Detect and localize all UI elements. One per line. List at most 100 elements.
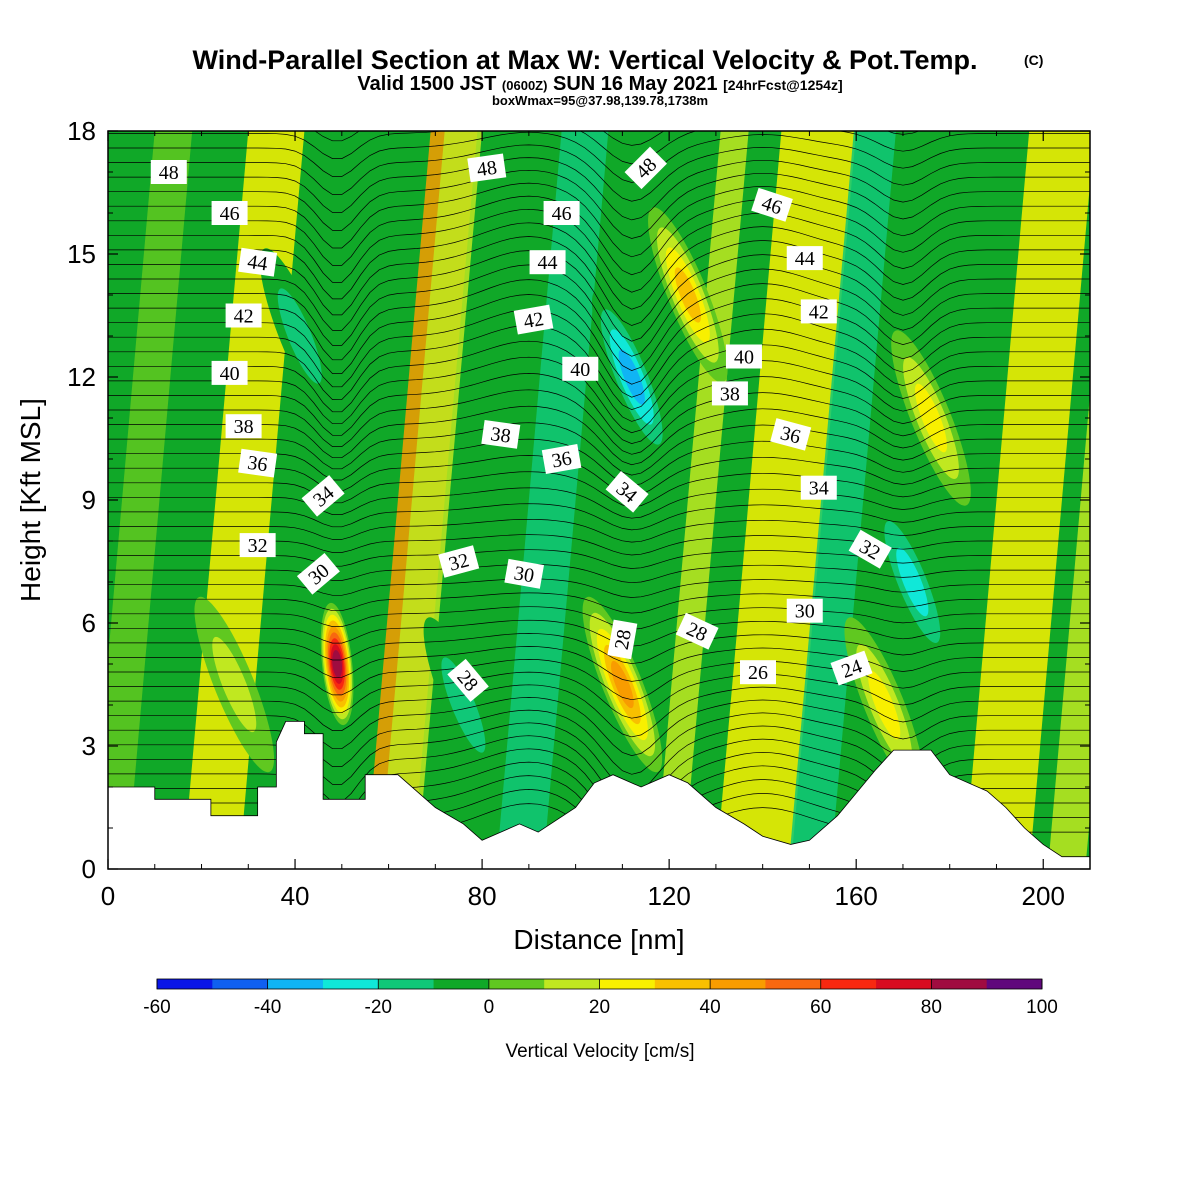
- isentrope-label-text: 44: [795, 248, 815, 270]
- isentrope-line: [108, 222, 1090, 310]
- colorbar-swatch: [876, 979, 932, 989]
- colorbar-swatch: [820, 979, 877, 989]
- velocity-band: [655, 131, 749, 869]
- velocity-band: [788, 131, 896, 869]
- isentrope-label: 36: [238, 448, 278, 478]
- y-tick-label: 12: [67, 362, 96, 392]
- downdraft-core: [872, 494, 953, 670]
- isentrope-label: 34: [800, 475, 837, 500]
- isentrope-label: 24: [830, 650, 873, 686]
- colorbar-swatch: [544, 979, 600, 989]
- colorbar-swatch: [765, 979, 822, 989]
- x-tick-label: 200: [1022, 881, 1065, 911]
- isentrope-line: [108, 422, 1090, 476]
- isentrope-label-text: 30: [795, 601, 815, 623]
- updraft-core: [320, 602, 354, 726]
- isentrope-label: 44: [238, 247, 278, 277]
- x-tick-label: 40: [281, 881, 310, 911]
- isentrope-line: [108, 195, 1090, 276]
- terrain: [108, 721, 1090, 869]
- isentrope-label: 34: [605, 471, 649, 513]
- colorbar-swatch: [986, 979, 1043, 989]
- colorbar-swatch: [212, 979, 269, 989]
- isentrope-label-text: 48: [159, 162, 179, 184]
- isentrope-label: 28: [607, 619, 638, 660]
- isentrope-line: [108, 309, 1090, 398]
- isentrope-label: 42: [513, 304, 554, 335]
- isentrope-line: [108, 646, 1090, 682]
- colorbar-swatch: [157, 979, 213, 989]
- velocity-band: [379, 131, 483, 869]
- colorbar-swatch: [378, 979, 435, 989]
- isentrope-label: 36: [770, 418, 812, 451]
- isentrope-line: [108, 619, 1090, 647]
- updraft-core: [891, 330, 971, 506]
- x-tick-label: 160: [834, 881, 877, 911]
- y-tick-label: 15: [67, 239, 96, 269]
- y-tick-label: 0: [82, 854, 96, 884]
- velocity-band: [963, 131, 1090, 869]
- updraft-core: [194, 596, 275, 773]
- velocity-band: [1047, 394, 1090, 869]
- colorbar-tick-label: 100: [1026, 997, 1058, 1018]
- isentrope-line: [108, 356, 1090, 434]
- colorbar-tick-label: -20: [365, 997, 392, 1018]
- isentrope-label: 30: [504, 558, 544, 589]
- copyright-mark: (C): [1024, 52, 1043, 68]
- isentrope-label: 38: [481, 420, 521, 449]
- chart-title: Wind-Parallel Section at Max W: Vertical…: [193, 45, 978, 75]
- valid-date: SUN 16 May 2021: [553, 73, 718, 95]
- isentrope-label: 46: [543, 201, 580, 225]
- isentrope-label-text: 38: [234, 416, 254, 438]
- isentrope-line: [108, 182, 1090, 258]
- isentrope-line: [108, 208, 1090, 293]
- y-tick-label: 6: [82, 608, 96, 638]
- isentrope-label: 40: [211, 360, 248, 385]
- isentrope-line: [108, 157, 1090, 221]
- downdraft-core: [423, 617, 504, 793]
- isentrope-label: 42: [800, 299, 837, 324]
- isentrope-line: [108, 340, 1090, 422]
- isentrope-label-text: 26: [748, 662, 768, 684]
- colorbar-tick-label: 20: [589, 997, 610, 1018]
- isentrope-line: [108, 169, 1090, 239]
- velocity-band: [108, 131, 193, 869]
- isentrope-line: [108, 606, 1090, 630]
- isentrope-label: 44: [786, 246, 823, 271]
- velocity-cores: [194, 207, 971, 793]
- isentrope-label-text: 46: [220, 203, 240, 225]
- isentrope-label: 28: [675, 612, 719, 650]
- isentrope-labels: 48 46 44 42 40 38 36 34 32 30 48 46 44 42 40 38 36 32 30 28…: [150, 146, 892, 702]
- isentrope-label-text: 38: [489, 423, 512, 448]
- x-tick-label: 0: [101, 881, 115, 911]
- isentrope-line: [108, 671, 1090, 719]
- colorbar: -60 -40 -20 0 20 40 60 80 100: [143, 978, 1058, 1018]
- isentrope-label: 46: [211, 201, 248, 225]
- isentrope-lines: [108, 131, 1090, 869]
- isentrope-label-text: 36: [246, 452, 269, 477]
- colorbar-swatch: [654, 979, 711, 989]
- isentrope-label-text: 44: [538, 252, 558, 274]
- isentrope-label: 32: [438, 545, 480, 578]
- isentrope-line: [108, 405, 1090, 466]
- colorbar-tick-label: -60: [143, 997, 170, 1018]
- isentrope-label-text: 42: [809, 301, 829, 323]
- isentrope-label: 38: [225, 414, 262, 439]
- isentrope-line: [108, 325, 1090, 410]
- isentrope-line: [108, 709, 1090, 775]
- isentrope-label-text: 36: [550, 447, 574, 472]
- forecast-tag: [24hrFcst@1254z]: [723, 77, 842, 93]
- isentrope-label: 26: [739, 660, 776, 685]
- isentrope-label-text: 32: [248, 535, 268, 557]
- x-tick-label: 120: [647, 881, 690, 911]
- isentrope-line: [108, 659, 1090, 701]
- y-tick-label: 3: [82, 731, 96, 761]
- colorbar-swatch: [931, 979, 988, 989]
- isentrope-line: [108, 592, 1090, 614]
- isentrope-label-text: 40: [734, 347, 754, 369]
- isentrope-line: [108, 144, 1090, 202]
- downdraft-core: [259, 248, 340, 424]
- valid-line: Valid 1500 JST (0600Z) SUN 16 May 2021 […: [357, 73, 842, 95]
- colorbar-tick-label: 60: [810, 997, 831, 1018]
